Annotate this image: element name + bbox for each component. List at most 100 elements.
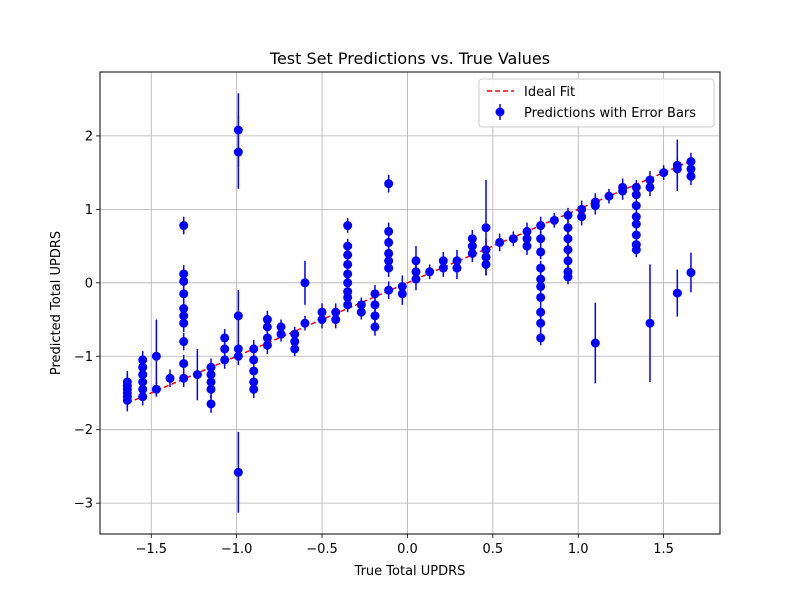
data-point — [659, 168, 669, 178]
y-tick-label: 1 — [85, 203, 93, 218]
x-axis: −1.5 −1.0 −0.5 0.0 0.5 1.0 1.5 — [135, 534, 674, 557]
ideal-fit-line — [127, 160, 690, 404]
data-point — [138, 362, 148, 372]
data-point — [495, 237, 505, 247]
data-point — [317, 307, 327, 317]
data-point — [206, 399, 216, 409]
data-point — [672, 164, 682, 174]
data-point — [249, 344, 259, 354]
data-point — [249, 384, 259, 394]
data-point — [192, 370, 202, 380]
data-point — [590, 201, 600, 211]
data-point — [411, 274, 421, 284]
data-point — [425, 267, 435, 277]
data-point — [290, 344, 300, 354]
data-point — [467, 241, 477, 251]
data-point — [356, 307, 366, 317]
data-point — [233, 344, 243, 354]
data-point — [686, 157, 696, 167]
data-point — [331, 307, 341, 317]
x-tick-label: −0.5 — [306, 542, 338, 557]
data-point — [563, 210, 573, 220]
data-point — [536, 307, 546, 317]
chart-title: Test Set Predictions vs. True Values — [269, 49, 550, 68]
data-point — [536, 221, 546, 231]
data-point — [179, 359, 189, 369]
y-axis-label: Predicted Total UPDRS — [49, 231, 64, 375]
data-point — [138, 392, 148, 402]
data-point — [631, 190, 641, 200]
data-point — [233, 311, 243, 321]
y-tick-label: −2 — [74, 423, 93, 438]
data-point — [577, 212, 587, 222]
data-point — [522, 234, 532, 244]
data-point — [300, 318, 310, 328]
data-point — [343, 292, 353, 302]
data-point — [179, 269, 189, 279]
data-point — [563, 234, 573, 244]
data-point — [452, 256, 462, 266]
data-point — [467, 234, 477, 244]
data-point — [206, 384, 216, 394]
data-point — [370, 300, 380, 310]
data-point — [233, 125, 243, 135]
data-point — [631, 182, 641, 192]
points-group — [122, 93, 696, 513]
data-point — [249, 377, 259, 387]
data-point — [206, 377, 216, 387]
data-point — [508, 234, 518, 244]
data-point — [411, 256, 421, 266]
data-point — [397, 281, 407, 291]
data-point — [438, 263, 448, 273]
data-point — [343, 300, 353, 310]
data-point — [481, 259, 491, 269]
data-point — [672, 288, 682, 298]
data-point — [262, 333, 272, 343]
data-point — [233, 351, 243, 361]
legend-errorbar-swatch-marker — [495, 107, 505, 117]
data-point — [151, 351, 161, 361]
data-point — [522, 241, 532, 251]
data-point — [631, 219, 641, 229]
data-point — [536, 333, 546, 343]
data-point — [179, 304, 189, 314]
data-point — [384, 179, 394, 189]
data-point — [645, 175, 655, 185]
data-point — [151, 384, 161, 394]
legend-box — [478, 78, 715, 128]
data-point — [590, 338, 600, 348]
data-point — [317, 315, 327, 325]
data-point — [370, 322, 380, 332]
data-point — [343, 250, 353, 260]
data-point — [343, 269, 353, 279]
x-axis-label: True Total UPDRS — [354, 564, 466, 579]
data-point — [536, 318, 546, 328]
data-point — [343, 278, 353, 288]
data-point — [179, 289, 189, 299]
data-point — [138, 384, 148, 394]
legend: Ideal Fit Predictions with Error Bars — [478, 78, 715, 128]
y-axis: −3 −2 −1 0 1 2 — [74, 129, 100, 512]
data-point — [331, 315, 341, 325]
data-point — [262, 340, 272, 350]
data-point — [631, 245, 641, 255]
data-point — [536, 274, 546, 284]
data-point — [290, 337, 300, 347]
y-tick-label: −3 — [74, 497, 93, 512]
data-point — [563, 256, 573, 266]
x-tick-label: 0.0 — [397, 542, 418, 557]
data-point — [631, 212, 641, 222]
data-point — [549, 215, 559, 225]
data-point — [220, 344, 230, 354]
data-point — [370, 289, 380, 299]
plot-area-frame — [99, 71, 721, 535]
data-point — [686, 171, 696, 181]
data-point — [165, 373, 175, 383]
data-point — [290, 329, 300, 339]
data-point — [233, 467, 243, 477]
data-point — [631, 230, 641, 240]
data-point — [481, 252, 491, 262]
x-tick-label: 1.0 — [568, 542, 589, 557]
data-point — [384, 256, 394, 266]
